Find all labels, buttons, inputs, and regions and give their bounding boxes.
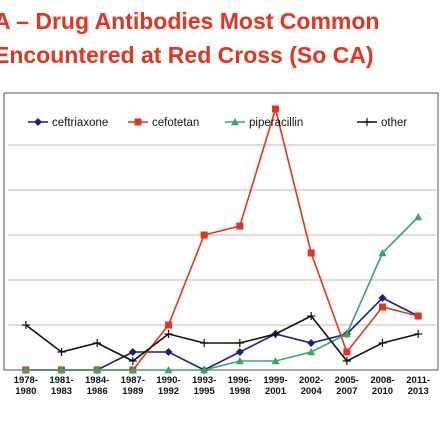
data-point <box>200 366 209 374</box>
legend-item-piperacillin: piperacillin <box>225 117 303 129</box>
legend-label: other <box>381 117 407 129</box>
series-piperacillin <box>21 213 423 374</box>
legend-label: piperacillin <box>249 117 303 129</box>
legend-item-ceftriaxone: ceftriaxone <box>28 117 108 129</box>
data-point <box>307 249 315 257</box>
data-point <box>57 366 66 374</box>
legend-marker <box>363 118 371 126</box>
data-point <box>235 357 244 365</box>
series-line-other <box>25 314 419 363</box>
data-point <box>307 312 316 320</box>
data-point <box>236 222 244 230</box>
data-point <box>342 330 351 338</box>
series-line-cefotetan <box>25 105 419 371</box>
data-point <box>343 348 351 356</box>
data-point <box>93 366 102 374</box>
x-tick-label: 2005-2007 <box>335 375 359 397</box>
data-point <box>378 339 387 347</box>
series-line-piperacillin <box>25 216 419 371</box>
series-other <box>21 312 423 365</box>
data-point <box>200 231 208 239</box>
x-tick-label: 2002-2004 <box>299 375 323 397</box>
legend-marker <box>34 118 42 126</box>
x-tick-label: 2008-2010 <box>370 375 394 397</box>
data-point <box>378 294 387 302</box>
series-line-ceftriaxone <box>25 297 419 371</box>
legend-label: ceftriaxone <box>52 117 108 129</box>
series-layer <box>21 105 423 374</box>
legend-item-cefotetan: cefotetan <box>128 117 199 129</box>
x-tick-label: 1981-1983 <box>49 375 73 397</box>
x-tick-label: 1993-1995 <box>192 375 216 397</box>
data-point <box>165 321 172 329</box>
x-axis-ticks: 1978-1980 1981-1983 1984-1986 1987-1989 1990… <box>14 375 430 397</box>
legend-marker <box>231 118 239 126</box>
data-point <box>235 339 244 347</box>
x-tick-label: 1987-1989 <box>121 375 145 397</box>
data-point <box>164 330 173 338</box>
data-point <box>307 339 316 347</box>
data-point <box>128 348 137 356</box>
data-point <box>271 357 280 365</box>
chart-title-line-2: Encountered at Red Cross (So CA) <box>0 42 374 68</box>
x-tick-label: 2011-2013 <box>406 375 430 397</box>
legend: ceftriaxone cefotetan piperacillin other <box>28 117 407 129</box>
data-point <box>164 348 173 356</box>
x-tick-label: 1984-1986 <box>85 375 109 397</box>
data-point <box>414 312 422 320</box>
legend-item-other: other <box>357 117 407 129</box>
legend-label: cefotetan <box>152 117 199 129</box>
x-tick-label: 1990-1992 <box>156 375 180 397</box>
data-point <box>21 321 30 329</box>
data-point <box>342 357 351 365</box>
legend-marker <box>134 118 142 126</box>
data-point <box>414 330 423 338</box>
x-tick-label: 1999-2001 <box>263 375 287 397</box>
data-point <box>164 366 173 374</box>
data-point <box>200 339 209 347</box>
data-point <box>378 249 387 257</box>
data-point <box>57 348 66 356</box>
data-point <box>414 213 423 221</box>
data-point <box>21 366 30 374</box>
x-tick-label: 1978-1980 <box>14 375 38 397</box>
data-point <box>307 348 316 356</box>
data-point <box>128 366 137 374</box>
series-cefotetan <box>22 105 422 374</box>
data-point <box>272 105 279 113</box>
chart-title-line-1: A – Drug Antibodies Most Common <box>0 8 380 34</box>
gridlines <box>8 144 436 371</box>
data-point <box>128 357 137 365</box>
data-point <box>379 303 386 311</box>
x-tick-label: 1996-1998 <box>228 375 252 397</box>
plot-area <box>3 92 439 371</box>
data-point <box>271 330 280 338</box>
data-point <box>93 339 102 347</box>
data-point <box>235 348 244 356</box>
